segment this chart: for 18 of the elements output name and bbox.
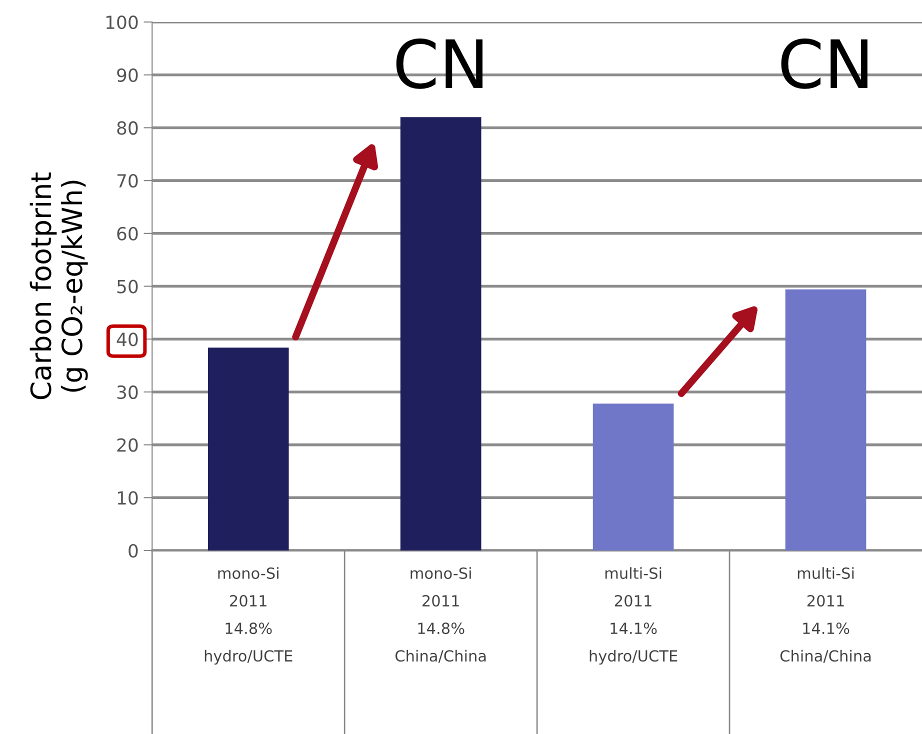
x-tick-label: mono-Si 2011 14.8% China/China (395, 567, 486, 663)
x-tick-label: mono-Si 2011 14.8% hydro/UCTE (204, 567, 292, 665)
y-tick-label: 90 (117, 68, 138, 82)
y-tick-label: 60 (117, 226, 138, 241)
y-tick-label: 10 (118, 491, 138, 505)
y-tick-label: 70 (117, 174, 138, 188)
y-tick-label: 30 (117, 385, 138, 400)
annotation: CN (396, 38, 482, 89)
annotation: CN (781, 38, 868, 89)
y-tick-label: 100 (106, 15, 138, 30)
y-tick-label: 40 (116, 332, 138, 346)
y-tick-label: 20 (117, 438, 138, 452)
y-tick-label: 80 (117, 121, 138, 135)
y-axis-title: Carbon footprint (g CO₂-eq/kWh) (30, 172, 88, 400)
y-tick-label: 50 (117, 280, 138, 294)
x-tick-label: multi-Si 2011 14.1% China/China (780, 567, 871, 663)
x-tick-label: multi-Si 2011 14.1% hydro/UCTE (590, 567, 678, 665)
y-tick-label: 0 (128, 544, 138, 558)
